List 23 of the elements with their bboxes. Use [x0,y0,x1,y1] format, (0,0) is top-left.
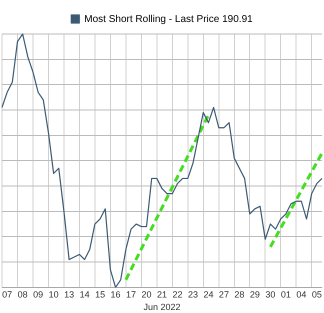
x-tick-label: 29 [250,289,260,300]
x-tick-label: 05 [312,289,322,300]
legend-label: Most Short Rolling - Last Price 190.91 [84,14,254,25]
x-axis-title: Jun 2022 [143,302,181,312]
x-tick-label: 04 [296,289,306,300]
x-tick-label: 07 [2,289,12,300]
x-tick-label: 30 [265,289,276,300]
x-tick-label: 16 [110,289,121,300]
x-tick-label: 20 [142,289,152,300]
x-tick-label: 15 [95,289,106,300]
x-tick-label: 10 [48,289,59,300]
x-tick-label: 17 [126,289,136,300]
x-tick-label: 09 [33,289,44,300]
x-tick-label: 23 [188,289,198,300]
x-tick-label: 24 [203,289,214,300]
x-tick-label: 13 [64,289,74,300]
x-tick-label: 28 [234,289,244,300]
x-tick-label: 08 [18,289,28,300]
x-tick-label: 27 [218,289,229,300]
x-tick-label: 21 [156,289,168,300]
x-tick-label: 22 [172,289,182,300]
x-tick-label: 01 [280,289,291,300]
x-tick-label: 14 [80,289,90,300]
